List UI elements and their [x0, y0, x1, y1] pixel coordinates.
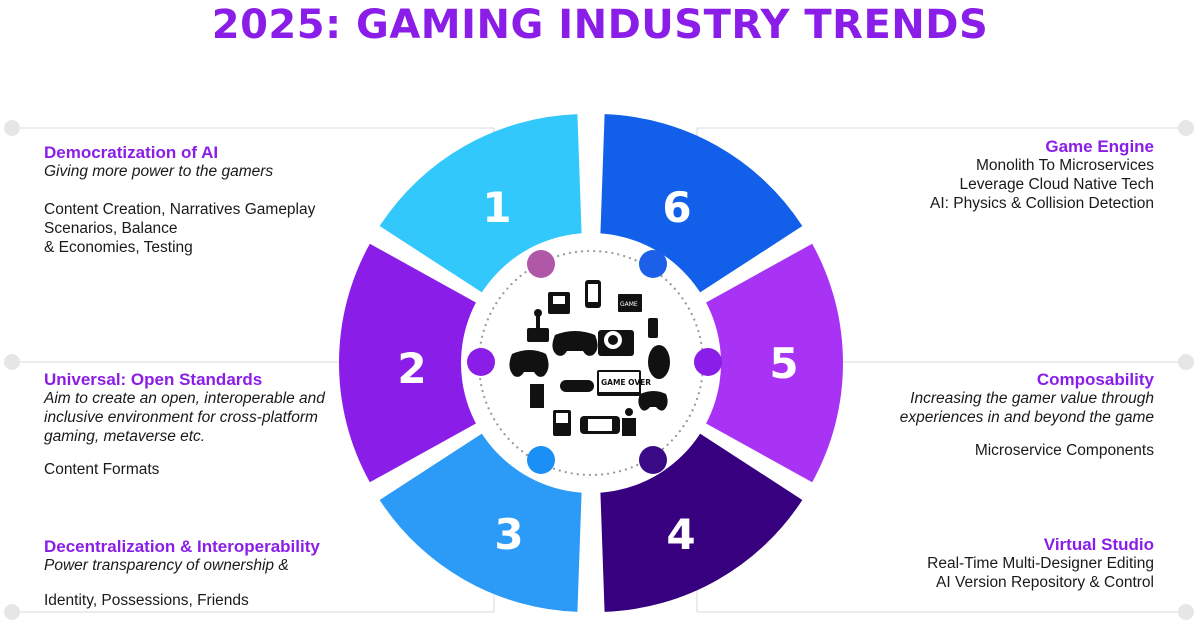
- trend-4-line-1: Real-Time Multi-Designer Editing: [927, 555, 1154, 572]
- game-screen-label: GAME: [620, 301, 638, 308]
- trend-2-panel: Universal: Open Standards Aim to create …: [44, 370, 325, 479]
- trend-6-line-2: Leverage Cloud Native Tech: [959, 176, 1154, 193]
- end-dot-1: [4, 120, 20, 136]
- trend-1-panel: Democratization of AI Giving more power …: [44, 143, 315, 257]
- trend-5-panel: Composability Increasing the gamer value…: [900, 370, 1154, 460]
- trend-3-panel: Decentralization & Interoperability Powe…: [44, 537, 320, 610]
- trend-1-heading: Democratization of AI: [44, 143, 219, 162]
- ring-dot-2: [467, 348, 495, 376]
- connector-end-dots: [4, 120, 1194, 620]
- trend-6-panel: Game Engine Monolith To Microservices Le…: [930, 137, 1154, 213]
- ring-dots: [467, 250, 722, 474]
- segment-2: [339, 243, 498, 483]
- segment-number-5: 5: [769, 339, 798, 388]
- end-dot-6: [1178, 120, 1194, 136]
- trend-4-line-2: AI Version Repository & Control: [936, 574, 1154, 591]
- trend-5-heading: Composability: [1036, 370, 1154, 389]
- segment-number-4: 4: [666, 510, 695, 559]
- trend-2-heading: Universal: Open Standards: [44, 370, 263, 389]
- ring-dot-4: [639, 446, 667, 474]
- trend-3-subtitle: Power transparency of ownership &: [44, 557, 289, 574]
- trend-4-heading: Virtual Studio: [1043, 535, 1154, 554]
- segment-5: [684, 243, 843, 483]
- trend-1-subtitle: Giving more power to the gamers: [44, 163, 274, 180]
- trend-1-line-1: Content Creation, Narratives Gameplay: [44, 201, 316, 218]
- trend-6-line-1: Monolith To Microservices: [975, 157, 1154, 174]
- trend-1-line-2: Scenarios, Balance: [44, 220, 178, 237]
- segment-number-2: 2: [397, 344, 426, 393]
- trend-5-subtitle-line-2: experiences in and beyond the game: [899, 409, 1154, 426]
- end-dot-5: [1178, 354, 1194, 370]
- page-title: 2025: GAMING INDUSTRY TRENDS: [211, 2, 989, 48]
- trend-1-line-3: & Economies, Testing: [44, 239, 193, 256]
- segment-number-1: 1: [482, 183, 511, 232]
- ring-dot-3: [527, 446, 555, 474]
- trend-6-heading: Game Engine: [1045, 137, 1154, 156]
- trend-5-line-1: Microservice Components: [974, 442, 1154, 459]
- ring-dot-6: [639, 250, 667, 278]
- trend-2-subtitle-line-3: gaming, metaverse etc.: [44, 428, 206, 445]
- trend-6-line-3: AI: Physics & Collision Detection: [930, 195, 1154, 212]
- trend-4-panel: Virtual Studio Real-Time Multi-Designer …: [927, 535, 1154, 592]
- segment-numbers: 1 2 3 4 5 6: [397, 183, 798, 559]
- segment-number-6: 6: [662, 183, 691, 232]
- gaming-devices-collage-icon: GAME GAME OVER: [509, 280, 670, 436]
- center-disc: [461, 233, 721, 493]
- end-dot-2: [4, 354, 20, 370]
- game-over-text: GAME OVER: [601, 378, 651, 387]
- segment-number-3: 3: [494, 510, 523, 559]
- ring-dot-1: [527, 250, 555, 278]
- trend-2-line-1: Content Formats: [44, 461, 160, 478]
- trend-2-subtitle-line-2: inclusive environment for cross-platform: [44, 409, 318, 426]
- ring-dot-5: [694, 348, 722, 376]
- trend-5-subtitle-line-1: Increasing the gamer value through: [910, 390, 1154, 407]
- trend-3-line-1: Identity, Possessions, Friends: [44, 592, 249, 609]
- trend-3-heading: Decentralization & Interoperability: [44, 537, 320, 556]
- end-dot-4: [1178, 604, 1194, 620]
- trend-2-subtitle-line-1: Aim to create an open, interoperable and: [44, 390, 325, 407]
- end-dot-3: [4, 604, 20, 620]
